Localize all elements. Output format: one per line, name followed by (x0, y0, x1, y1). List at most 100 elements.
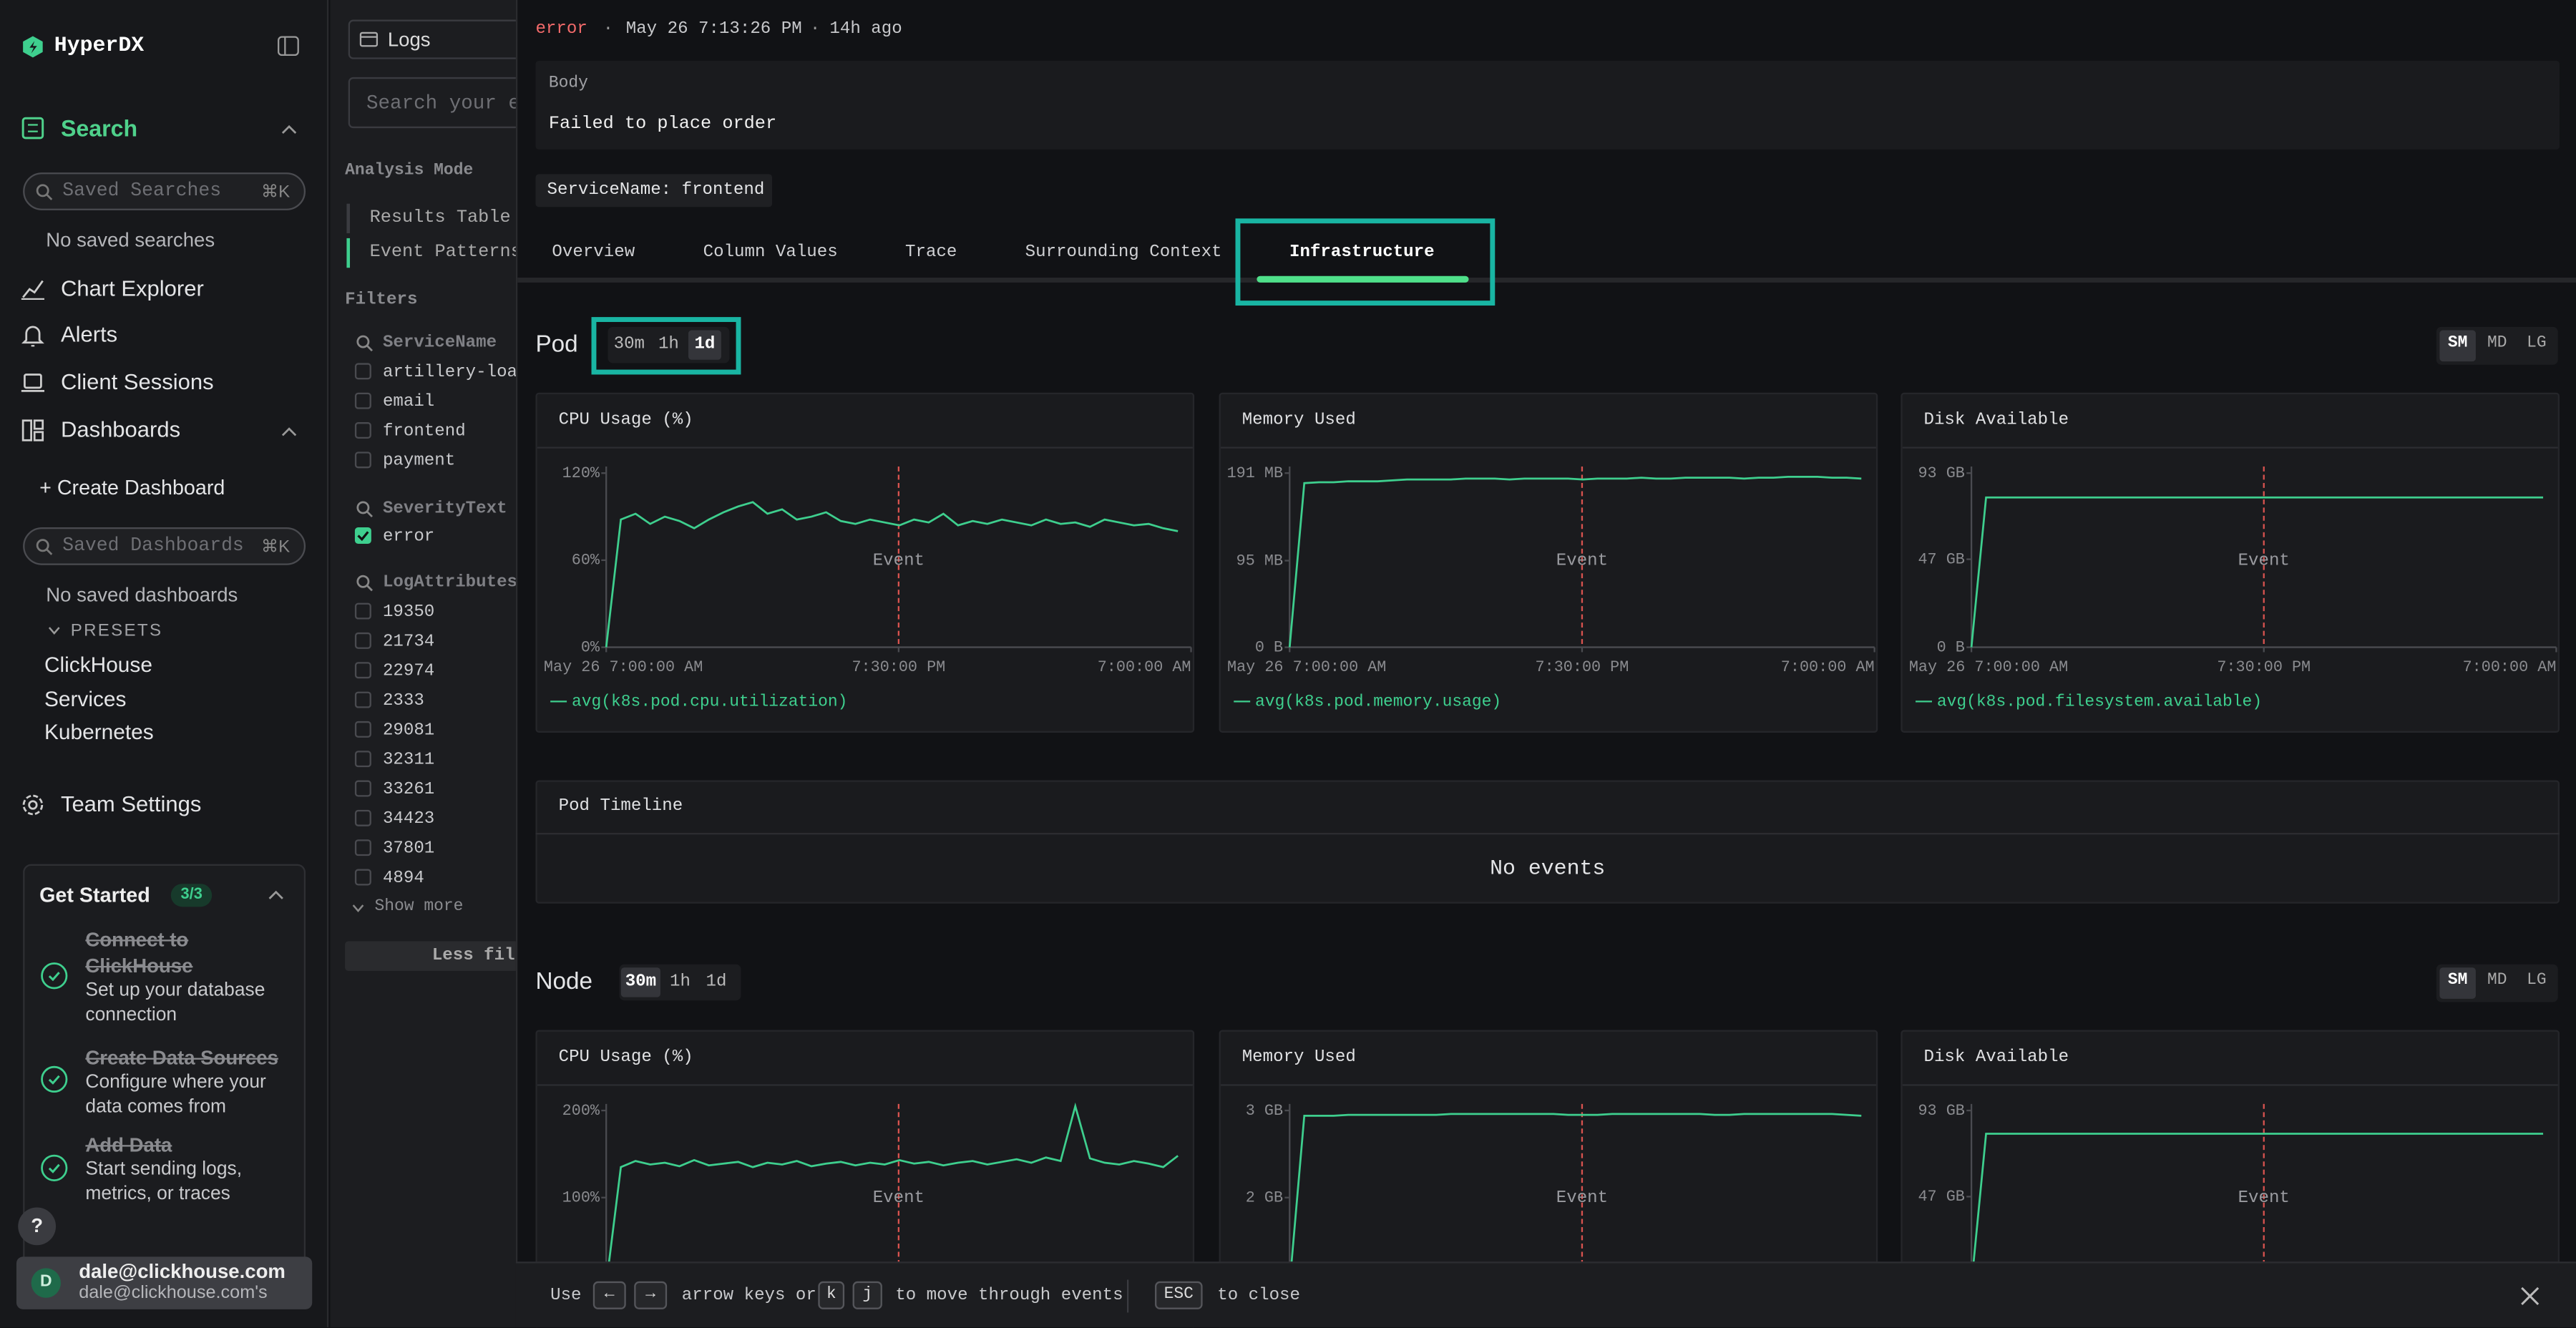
tab[interactable]: Surrounding Context (1025, 240, 1222, 266)
filter-checkbox[interactable] (355, 633, 371, 649)
filter-checkbox[interactable] (355, 869, 371, 886)
team-settings[interactable]: Team Settings (61, 792, 201, 819)
event-ago: 14h ago (829, 16, 902, 43)
filter-checkbox[interactable] (355, 692, 371, 708)
presets-toggle-part (49, 628, 59, 633)
y-tick-label: 60% (572, 552, 600, 570)
progress-badge: 3/3 (171, 884, 213, 907)
nav-icon-part (23, 421, 31, 441)
help-label: ? (31, 1212, 43, 1239)
filter-value[interactable]: artillery-loa (383, 360, 517, 386)
collapse-get-started-part (270, 892, 283, 899)
preset-item[interactable]: ClickHouse (44, 652, 152, 678)
empty-note: No saved searches (46, 227, 215, 253)
source-label: Logs (388, 26, 431, 53)
source-icon (360, 29, 378, 47)
filter-value[interactable]: 37801 (383, 836, 434, 863)
filter-checkbox[interactable] (355, 363, 371, 379)
filter-checkbox[interactable] (355, 662, 371, 678)
step-check-part (42, 1067, 67, 1091)
filter-checkbox[interactable] (355, 603, 371, 620)
search-icon (21, 117, 44, 140)
footer: Use←→arrow keys orkjto move through even… (516, 1261, 2576, 1327)
collapse-get-started[interactable] (268, 889, 284, 902)
timeline-card (535, 781, 2560, 904)
filter-checkbox[interactable] (355, 451, 371, 468)
nav-icon (21, 419, 44, 441)
filter-value[interactable]: 2333 (383, 688, 424, 715)
filter-value[interactable]: 19350 (383, 600, 434, 626)
size-label: SM (2448, 332, 2468, 358)
filter-group: LogAttributes (383, 570, 517, 597)
timeline-empty: No events (1490, 856, 1605, 882)
event-label: Event (1556, 551, 1608, 570)
collapse-search[interactable] (281, 123, 298, 136)
filter-value[interactable]: 21734 (383, 629, 434, 655)
nav-item[interactable]: Alerts (61, 322, 117, 348)
filter-checkbox[interactable] (355, 781, 371, 797)
filter-value[interactable]: 22974 (383, 659, 434, 685)
logo (23, 36, 43, 58)
collapse-sidebar[interactable] (278, 36, 299, 57)
filter-checkbox[interactable] (355, 721, 371, 738)
input-search-icon-part (37, 540, 48, 551)
presets-toggle[interactable] (48, 626, 61, 636)
step-check (41, 962, 67, 989)
filter-value[interactable]: 4894 (383, 866, 424, 892)
event-drawer: error·May 26 7:13:26 PM·14h agoBodyFaile… (516, 0, 2576, 1327)
collapse-dashboards[interactable] (281, 426, 298, 439)
filter-value[interactable]: 33261 (383, 777, 434, 804)
nav-item[interactable]: Chart Explorer (61, 276, 204, 303)
tab[interactable]: Trace (905, 240, 957, 266)
separator: · (603, 16, 613, 43)
event-timestamp: May 26 7:13:26 PM (626, 16, 802, 43)
footer-separator (1127, 1280, 1128, 1313)
filter-value[interactable]: 32311 (383, 748, 434, 774)
filter-value[interactable]: frontend (383, 419, 466, 445)
presets-label: PRESETS (71, 617, 163, 644)
show-more[interactable]: Show more (374, 895, 463, 922)
filter-checkbox[interactable] (355, 751, 371, 767)
filter-value[interactable]: error (383, 524, 434, 550)
tab[interactable]: Column Values (703, 240, 838, 266)
step-check (41, 1155, 67, 1181)
step-check-part (49, 972, 59, 980)
collapse-search-part (283, 127, 296, 133)
nav-icon (21, 371, 44, 394)
y-tick-label: 0 B (1937, 638, 1965, 656)
filter-value[interactable]: payment (383, 449, 455, 475)
nav-item[interactable]: Client Sessions (61, 370, 214, 396)
preset-item[interactable]: Kubernetes (44, 720, 154, 746)
filter-checkbox[interactable] (355, 422, 371, 439)
mode-option[interactable]: Event Patterns (370, 240, 522, 266)
filter-checkbox[interactable] (355, 393, 371, 409)
step-check-part (42, 964, 67, 988)
x-tick-label: 7:30:00 PM (1536, 658, 1629, 676)
settings-icon-part (24, 796, 42, 814)
show-more-icon (351, 904, 364, 914)
range-label: 30m (625, 970, 656, 996)
mode-option[interactable]: Results Table (370, 205, 511, 232)
filter-checkbox[interactable] (355, 839, 371, 856)
mode-indicator (346, 204, 350, 233)
query-placeholder: Search your e (366, 90, 520, 117)
filter-value[interactable]: email (383, 389, 434, 416)
tab[interactable]: Overview (552, 240, 635, 266)
filter-value[interactable]: 34423 (383, 806, 434, 833)
step-title: Connect to ClickHouse (85, 927, 291, 979)
filter-value[interactable]: 29081 (383, 718, 434, 744)
preset-item[interactable]: Services (44, 687, 126, 713)
nav-search[interactable]: Search (61, 115, 137, 142)
close-button[interactable] (2522, 1288, 2538, 1304)
section-label: Analysis Mode (345, 160, 473, 186)
filter-search-icon-part (358, 336, 369, 347)
timeline-title: Pod Timeline (559, 794, 683, 820)
chart-plot: 0%60%120%EventMay 26 7:00:00 AM7:30:00 P… (537, 394, 1194, 733)
brand: HyperDX (54, 33, 144, 59)
step-check-part (49, 1165, 59, 1172)
shortcut: ⌘K (261, 178, 290, 205)
create-dashboard[interactable]: + Create Dashboard (39, 475, 225, 502)
body-label: Body (549, 72, 588, 99)
filter-checkbox[interactable] (355, 810, 371, 826)
nav-item[interactable]: Dashboards (61, 417, 180, 444)
